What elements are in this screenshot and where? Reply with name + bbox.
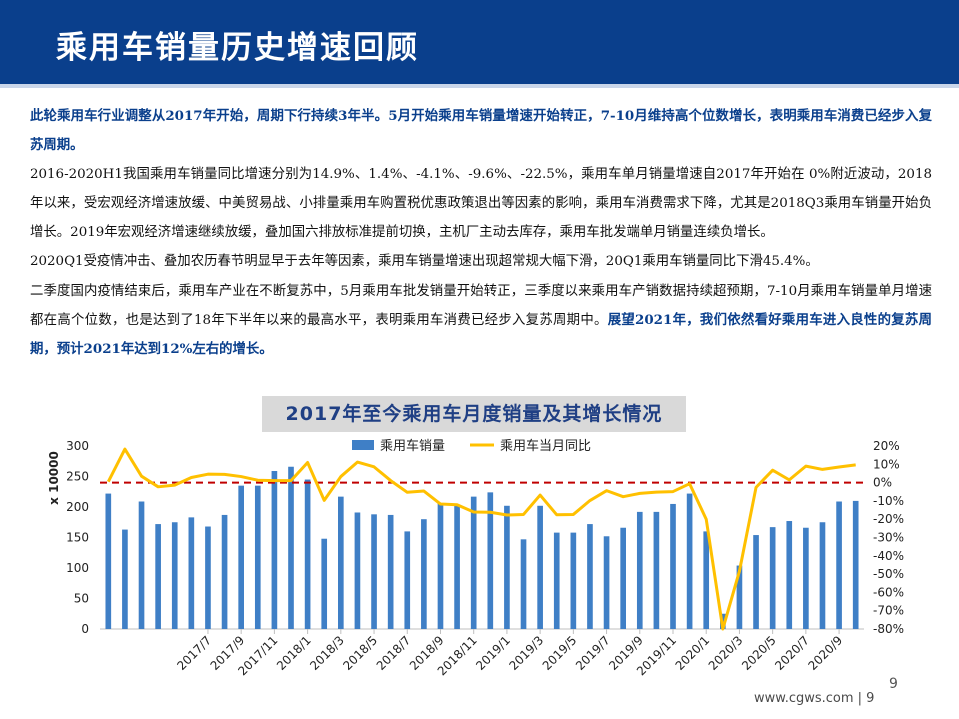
paragraph-1: 此轮乘用车行业调整从2017年开始，周期下行持续3年半。5月开始乘用车销量增速开… xyxy=(30,108,932,154)
page-title: 乘用车销量历史增速回顾 xyxy=(56,30,419,66)
x-tick-label: 2020/7 xyxy=(772,633,812,673)
y2-tick-label: -30% xyxy=(873,531,904,545)
paragraph-2: 2016-2020H1我国乘用车销量同比增速分别为14.9%、1.4%、-4.1… xyxy=(30,167,932,241)
chart-title: 2017年至今乘用车月度销量及其增长情况 xyxy=(262,396,686,432)
footer-site: www.cgws.com | 9 xyxy=(754,691,875,706)
bar xyxy=(122,529,128,629)
paragraph-4: 二季度国内疫情结束后，乘用车产业在不断复苏中，5月乘用车批发销量开始转正，三季度… xyxy=(30,277,932,364)
y2-tick-label: 0% xyxy=(873,476,892,490)
x-tick-label: 2020/9 xyxy=(805,633,845,673)
y2-tick-label: -70% xyxy=(873,604,904,618)
y2-tick-label: -60% xyxy=(873,585,904,599)
bar xyxy=(836,501,842,629)
x-tick-label: 2020/5 xyxy=(739,633,779,673)
legend-label-growth: 乘用车当月同比 xyxy=(500,438,591,454)
bar xyxy=(786,521,793,629)
bar xyxy=(454,505,460,629)
x-tick-label: 2018/1 xyxy=(274,633,314,673)
bar xyxy=(138,501,145,629)
y-axis-label: x 10000 xyxy=(47,451,61,505)
y2-tick-label: 20% xyxy=(873,439,900,453)
x-tick-label: 2019/3 xyxy=(506,633,546,673)
bar xyxy=(188,517,195,629)
page-number: 9 xyxy=(889,676,898,692)
x-tick-label: 2020/1 xyxy=(673,633,713,673)
bar xyxy=(470,496,477,629)
y2-tick-label: -40% xyxy=(873,549,904,563)
y-tick-label: 50 xyxy=(74,592,89,606)
x-tick-label: 2018/3 xyxy=(307,633,347,673)
bar xyxy=(753,535,759,629)
x-tick-label: 2019/7 xyxy=(573,633,613,673)
bar xyxy=(421,519,427,629)
bar xyxy=(304,479,311,629)
bar xyxy=(570,532,577,629)
bar xyxy=(254,485,261,629)
bar xyxy=(387,514,394,629)
bar xyxy=(155,524,161,629)
legend-swatch-sales xyxy=(352,440,374,450)
x-tick-label: 2019/1 xyxy=(473,633,513,673)
y2-tick-label: -80% xyxy=(873,622,904,636)
bar xyxy=(205,526,211,629)
growth-line xyxy=(106,447,856,631)
y-tick-label: 200 xyxy=(66,500,89,514)
x-tick-label: 2020/3 xyxy=(706,633,746,673)
bar xyxy=(371,514,377,629)
x-tick-label: 2019/5 xyxy=(540,633,580,673)
bar xyxy=(819,522,826,629)
x-tick-label: 2018/5 xyxy=(340,633,380,673)
bar xyxy=(504,505,510,629)
y-tick-label: 150 xyxy=(66,531,89,545)
bar xyxy=(553,532,560,629)
bar xyxy=(587,524,593,629)
bar xyxy=(221,514,228,629)
bar xyxy=(354,512,361,629)
bar xyxy=(769,527,776,629)
y-tick-label: 300 xyxy=(66,439,89,453)
x-tick-label: 2018/7 xyxy=(374,633,414,673)
bar xyxy=(620,527,626,629)
bar xyxy=(852,500,859,629)
body-text: 此轮乘用车行业调整从2017年开始，周期下行持续3年半。5月开始乘用车销量增速开… xyxy=(30,102,932,364)
y-tick-label: 0 xyxy=(81,622,89,636)
bar xyxy=(686,493,693,629)
header-band xyxy=(0,0,959,84)
header-stripe xyxy=(0,84,959,88)
bar xyxy=(321,538,328,629)
bar xyxy=(171,522,178,629)
y2-tick-label: -50% xyxy=(873,567,904,581)
bar xyxy=(703,531,710,629)
y2-tick-label: 10% xyxy=(873,457,900,471)
bar xyxy=(670,503,676,629)
legend-label-sales: 乘用车销量 xyxy=(380,438,445,454)
bar xyxy=(520,539,527,629)
y2-tick-label: -20% xyxy=(873,512,904,526)
bar xyxy=(105,493,112,629)
paragraph-4-outlook: 展望2021年，我们依然看好乘用车进入良性的复苏周期，预计2021年达到12%左… xyxy=(30,311,932,357)
bar xyxy=(636,511,643,629)
bar xyxy=(603,536,610,629)
bar xyxy=(437,503,444,629)
bar xyxy=(338,496,344,629)
bar xyxy=(238,485,244,629)
sales-chart: 0 50 100 150 200 250 300 x 10000 -80% -70% -60% -50… xyxy=(47,438,904,678)
bar xyxy=(404,531,411,629)
bar xyxy=(736,565,743,629)
bar xyxy=(271,471,278,629)
paragraph-4-text: 二季度国内疫情结束后，乘用车产业在不断复苏中，5月乘用车批发销量开始转正，三季度… xyxy=(30,283,932,328)
y-tick-label: 100 xyxy=(66,561,89,575)
y-tick-label: 250 xyxy=(66,470,89,484)
paragraph-3: 2020Q1受疫情冲击、叠加农历春节明显早于去年等因素，乘用车销量增速出现超常规… xyxy=(30,254,819,270)
x-tick-label: 2017/7 xyxy=(174,633,214,673)
bar xyxy=(803,527,809,629)
bar xyxy=(537,505,543,629)
bar xyxy=(288,466,294,629)
bar xyxy=(487,492,494,629)
y2-tick-label: -10% xyxy=(873,494,904,508)
bar xyxy=(653,511,660,629)
